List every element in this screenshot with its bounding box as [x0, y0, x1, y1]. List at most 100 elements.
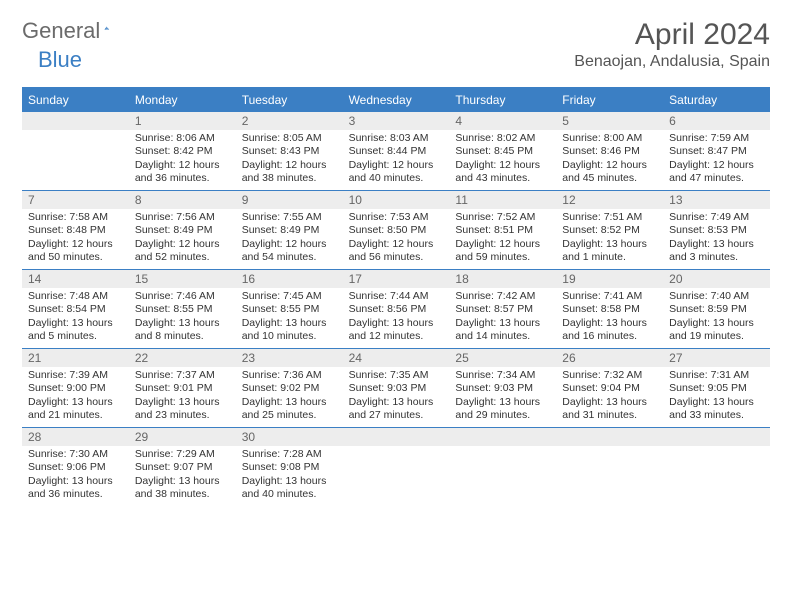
- daylight-text: Daylight: 13 hours and 21 minutes.: [28, 396, 123, 423]
- location-text: Benaojan, Andalusia, Spain: [574, 53, 770, 71]
- sunrise-text: Sunrise: 8:03 AM: [349, 132, 444, 145]
- sunset-text: Sunset: 8:52 PM: [562, 224, 657, 237]
- day-number: 23: [242, 351, 337, 365]
- sunrise-text: Sunrise: 7:37 AM: [135, 369, 230, 382]
- day-data: Sunrise: 7:29 AMSunset: 9:07 PMDaylight:…: [129, 446, 236, 506]
- daynum-row: 19: [556, 270, 663, 288]
- sunrise-text: Sunrise: 8:02 AM: [455, 132, 550, 145]
- day-cell: [22, 112, 129, 190]
- sunset-text: Sunset: 8:45 PM: [455, 145, 550, 158]
- sunset-text: Sunset: 8:56 PM: [349, 303, 444, 316]
- daylight-text: Daylight: 12 hours and 52 minutes.: [135, 238, 230, 265]
- daylight-text: Daylight: 13 hours and 38 minutes.: [135, 475, 230, 502]
- day-cell: 27Sunrise: 7:31 AMSunset: 9:05 PMDayligh…: [663, 349, 770, 427]
- day-number: 9: [242, 193, 337, 207]
- sunrise-text: Sunrise: 7:39 AM: [28, 369, 123, 382]
- day-cell: 14Sunrise: 7:48 AMSunset: 8:54 PMDayligh…: [22, 270, 129, 348]
- day-data: Sunrise: 7:28 AMSunset: 9:08 PMDaylight:…: [236, 446, 343, 506]
- sunset-text: Sunset: 9:01 PM: [135, 382, 230, 395]
- sunset-text: Sunset: 8:54 PM: [28, 303, 123, 316]
- daynum-row: 27: [663, 349, 770, 367]
- daylight-text: Daylight: 13 hours and 1 minute.: [562, 238, 657, 265]
- day-cell: 4 Sunrise: 8:02 AMSunset: 8:45 PMDaylight…: [449, 112, 556, 190]
- sunrise-text: Sunrise: 7:53 AM: [349, 211, 444, 224]
- daynum-row: 23: [236, 349, 343, 367]
- day-cell: 8Sunrise: 7:56 AMSunset: 8:49 PMDaylight…: [129, 191, 236, 269]
- sunrise-text: Sunrise: 7:51 AM: [562, 211, 657, 224]
- day-number: 12: [562, 193, 657, 207]
- calendar-grid: Sunday Monday Tuesday Wednesday Thursday…: [22, 87, 770, 506]
- day-cell: 12 Sunrise: 7:51 AMSunset: 8:52 PMDayligh…: [556, 191, 663, 269]
- sunrise-text: Sunrise: 7:52 AM: [455, 211, 550, 224]
- daynum-row: [449, 428, 556, 446]
- day-data: Sunrise: 7:53 AMSunset: 8:50 PMDaylight:…: [343, 209, 450, 269]
- daylight-text: Daylight: 13 hours and 40 minutes.: [242, 475, 337, 502]
- sunrise-text: Sunrise: 7:32 AM: [562, 369, 657, 382]
- day-data: Sunrise: 7:58 AMSunset: 8:48 PMDaylight:…: [22, 209, 129, 269]
- sunset-text: Sunset: 8:47 PM: [669, 145, 764, 158]
- sunset-text: Sunset: 8:42 PM: [135, 145, 230, 158]
- daynum-row: 18: [449, 270, 556, 288]
- day-data: Sunrise: 7:36 AMSunset: 9:02 PMDaylight:…: [236, 367, 343, 427]
- daynum-row: 1: [129, 112, 236, 130]
- sunrise-text: Sunrise: 7:55 AM: [242, 211, 337, 224]
- daynum-row: 4: [449, 112, 556, 130]
- day-cell: 16Sunrise: 7:45 AMSunset: 8:55 PMDayligh…: [236, 270, 343, 348]
- day-data: Sunrise: 7:59 AMSunset: 8:47 PMDaylight:…: [663, 130, 770, 190]
- day-cell: 29Sunrise: 7:29 AMSunset: 9:07 PMDayligh…: [129, 428, 236, 506]
- sunrise-text: Sunrise: 7:29 AM: [135, 448, 230, 461]
- sunset-text: Sunset: 9:05 PM: [669, 382, 764, 395]
- day-data: Sunrise: 7:34 AMSunset: 9:03 PMDaylight:…: [449, 367, 556, 427]
- day-cell: [449, 428, 556, 506]
- day-data: Sunrise: 8:00 AMSunset: 8:46 PMDaylight:…: [556, 130, 663, 190]
- sunrise-text: Sunrise: 7:42 AM: [455, 290, 550, 303]
- day-data: Sunrise: 7:32 AMSunset: 9:04 PMDaylight:…: [556, 367, 663, 427]
- sunset-text: Sunset: 8:55 PM: [135, 303, 230, 316]
- day-cell: 15Sunrise: 7:46 AMSunset: 8:55 PMDayligh…: [129, 270, 236, 348]
- day-data: Sunrise: 7:48 AMSunset: 8:54 PMDaylight:…: [22, 288, 129, 348]
- day-cell: 19Sunrise: 7:41 AMSunset: 8:58 PMDayligh…: [556, 270, 663, 348]
- daylight-text: Daylight: 13 hours and 8 minutes.: [135, 317, 230, 344]
- week-row: 14Sunrise: 7:48 AMSunset: 8:54 PMDayligh…: [22, 269, 770, 348]
- daylight-text: Daylight: 13 hours and 14 minutes.: [455, 317, 550, 344]
- week-row: 28Sunrise: 7:30 AMSunset: 9:06 PMDayligh…: [22, 427, 770, 506]
- sunset-text: Sunset: 9:03 PM: [349, 382, 444, 395]
- daynum-row: 29: [129, 428, 236, 446]
- day-data: Sunrise: 7:46 AMSunset: 8:55 PMDaylight:…: [129, 288, 236, 348]
- daynum-row: 16: [236, 270, 343, 288]
- day-cell: 13Sunrise: 7:49 AMSunset: 8:53 PMDayligh…: [663, 191, 770, 269]
- sunrise-text: Sunrise: 7:45 AM: [242, 290, 337, 303]
- day-number: 21: [28, 351, 123, 365]
- sunset-text: Sunset: 8:49 PM: [135, 224, 230, 237]
- daylight-text: Daylight: 12 hours and 43 minutes.: [455, 159, 550, 186]
- sunset-text: Sunset: 9:08 PM: [242, 461, 337, 474]
- sunrise-text: Sunrise: 7:34 AM: [455, 369, 550, 382]
- daylight-text: Daylight: 12 hours and 56 minutes.: [349, 238, 444, 265]
- daynum-row: 12: [556, 191, 663, 209]
- day-cell: 25Sunrise: 7:34 AMSunset: 9:03 PMDayligh…: [449, 349, 556, 427]
- dow-header-row: Sunday Monday Tuesday Wednesday Thursday…: [22, 89, 770, 111]
- day-cell: 3Sunrise: 8:03 AMSunset: 8:44 PMDaylight…: [343, 112, 450, 190]
- day-data: Sunrise: 7:45 AMSunset: 8:55 PMDaylight:…: [236, 288, 343, 348]
- sunset-text: Sunset: 8:44 PM: [349, 145, 444, 158]
- day-cell: 23 Sunrise: 7:36 AMSunset: 9:02 PMDayligh…: [236, 349, 343, 427]
- sunset-text: Sunset: 9:03 PM: [455, 382, 550, 395]
- sunrise-text: Sunrise: 7:56 AM: [135, 211, 230, 224]
- day-data: Sunrise: 8:05 AMSunset: 8:43 PMDaylight:…: [236, 130, 343, 190]
- sunrise-text: Sunrise: 7:40 AM: [669, 290, 764, 303]
- day-cell: 5Sunrise: 8:00 AMSunset: 8:46 PMDaylight…: [556, 112, 663, 190]
- sunrise-text: Sunrise: 8:05 AM: [242, 132, 337, 145]
- weeks-container: 1Sunrise: 8:06 AMSunset: 8:42 PMDaylight…: [22, 111, 770, 506]
- daynum-row: 26: [556, 349, 663, 367]
- sunrise-text: Sunrise: 7:44 AM: [349, 290, 444, 303]
- calendar-page: General April 2024 Benaojan, Andalusia, …: [0, 0, 792, 524]
- sunrise-text: Sunrise: 7:59 AM: [669, 132, 764, 145]
- day-data: Sunrise: 7:30 AMSunset: 9:06 PMDaylight:…: [22, 446, 129, 506]
- daynum-row: 24: [343, 349, 450, 367]
- daynum-row: 6: [663, 112, 770, 130]
- day-number: 24: [349, 351, 444, 365]
- sunset-text: Sunset: 9:00 PM: [28, 382, 123, 395]
- sunrise-text: Sunrise: 7:49 AM: [669, 211, 764, 224]
- daynum-row: 2: [236, 112, 343, 130]
- day-number: 20: [669, 272, 764, 286]
